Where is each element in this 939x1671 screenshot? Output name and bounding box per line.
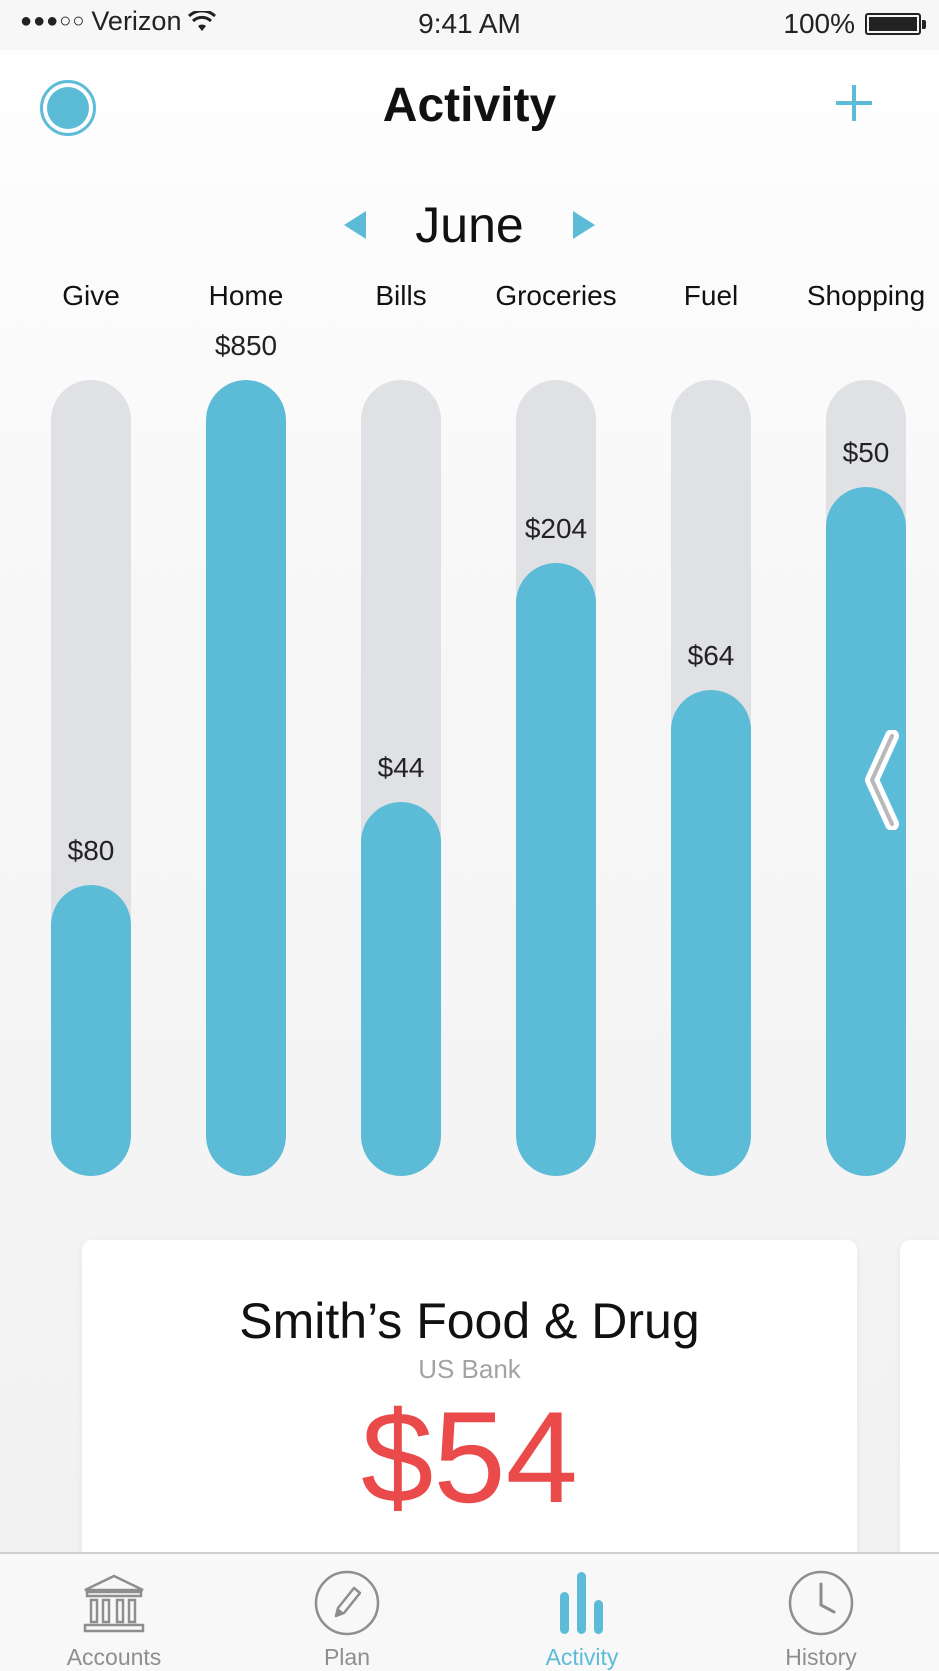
battery-info: 100% [783, 8, 926, 40]
battery-icon [865, 13, 926, 35]
signal-icon: ●●●○○ [20, 10, 86, 32]
tab-label: Activity [545, 1644, 619, 1670]
arrow-right-icon [572, 211, 595, 239]
month-label: June [415, 197, 524, 253]
profile-button[interactable] [40, 80, 96, 136]
bar-value-home: $850 [214, 330, 278, 361]
tab-history[interactable]: History [741, 1568, 901, 1671]
category-label-fuel: Fuel [683, 280, 739, 311]
bar-fill-give [51, 885, 131, 1176]
category-label-bills: Bills [375, 280, 427, 311]
month-navigator: June [0, 196, 939, 254]
bar-value-bills: $44 [377, 752, 425, 783]
add-button[interactable] [829, 80, 879, 130]
bar-value-shopping: $50 [842, 437, 890, 468]
clock-icon [788, 1570, 854, 1636]
bar-fill-bills [361, 802, 441, 1176]
bar-track-groceries[interactable] [516, 380, 596, 1176]
previous-month-button[interactable] [335, 205, 375, 245]
category-label-groceries: Groceries [495, 280, 617, 311]
bar-value-groceries: $204 [524, 513, 588, 544]
tab-label: Accounts [66, 1644, 162, 1670]
tab-bar: Accounts Plan Activity His [0, 1552, 939, 1671]
transaction-card[interactable]: Smith’s Food & Drug US Bank $54 [82, 1240, 857, 1560]
category-label-home: Home [208, 280, 284, 311]
bar-value-give: $80 [67, 835, 115, 866]
bar-track-shopping[interactable] [826, 380, 906, 1176]
carrier-info: ●●●○○ Verizon [20, 6, 217, 37]
bar-value-fuel: $64 [687, 640, 735, 671]
battery-percent: 100% [783, 8, 855, 39]
tab-label: History [785, 1644, 857, 1670]
next-month-button[interactable] [564, 205, 604, 245]
bar-track-home[interactable] [206, 380, 286, 1176]
tab-label: Plan [323, 1644, 371, 1670]
wifi-icon [188, 10, 217, 31]
next-transaction-card[interactable] [900, 1240, 939, 1560]
spending-chart: Give $80 Home $850 Bills $44 Groceries $204 Fuel… [0, 270, 939, 1180]
bar-track-fuel[interactable] [671, 380, 751, 1176]
bar-track-bills[interactable] [361, 380, 441, 1176]
bar-fill-fuel [671, 690, 751, 1176]
bar-fill-shopping [826, 487, 906, 1176]
arrow-left-icon [344, 211, 367, 239]
bank-name: US Bank [418, 1354, 521, 1384]
page-title: Activity [382, 79, 557, 132]
transaction-amount: $54 [361, 1384, 578, 1530]
tab-activity[interactable]: Activity [502, 1568, 662, 1671]
tab-accounts[interactable]: Accounts [34, 1568, 194, 1671]
bar-fill-groceries [516, 563, 596, 1176]
chevron-left-icon[interactable] [862, 730, 902, 830]
category-label-shopping: Shopping [806, 280, 926, 311]
plus-icon [836, 85, 872, 121]
status-time: 9:41 AM [418, 8, 521, 39]
carrier-label: Verizon [91, 6, 182, 36]
merchant-name: Smith’s Food & Drug [239, 1293, 700, 1349]
profile-circle-icon [47, 87, 89, 129]
status-bar: ●●●○○ Verizon 9:41 AM 100% [0, 0, 939, 50]
bar-fill-home [206, 380, 286, 1176]
bar-track-give[interactable] [51, 380, 131, 1176]
pencil-icon [314, 1570, 380, 1636]
category-label-give: Give [62, 280, 120, 311]
bank-icon [83, 1574, 145, 1633]
tab-plan[interactable]: Plan [267, 1568, 427, 1671]
bar-chart-icon [560, 1572, 603, 1634]
